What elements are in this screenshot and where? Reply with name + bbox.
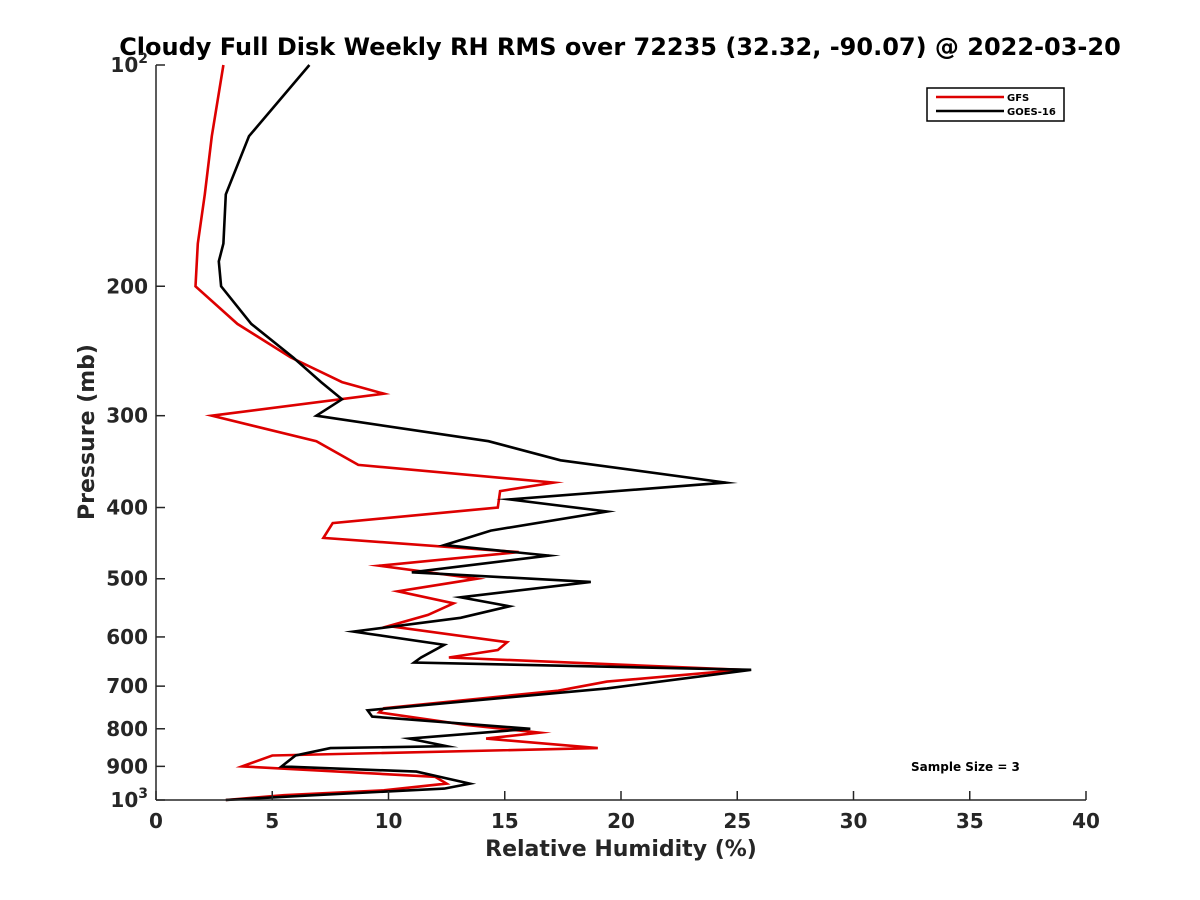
y-tick-base: 10 xyxy=(110,53,138,77)
y-tick-label: 103 xyxy=(110,786,148,812)
x-tick-label: 40 xyxy=(1072,809,1100,833)
x-axis-ticks: 0 5 10 15 20 25 30 35 40 xyxy=(149,791,1100,833)
x-axis-label: Relative Humidity (%) xyxy=(485,837,757,862)
series-line-goes16 xyxy=(217,64,752,802)
series-line-gfs xyxy=(194,64,743,802)
x-tick-label: 5 xyxy=(265,809,279,833)
y-axis-label: Pressure (mb) xyxy=(75,344,100,520)
x-tick-label: 10 xyxy=(375,809,403,833)
y-tick-label: 900 xyxy=(106,754,148,778)
y-tick-label: 102 xyxy=(110,51,148,77)
x-tick-label: 15 xyxy=(491,809,519,833)
x-tick-label: 35 xyxy=(956,809,984,833)
x-tick-label: 30 xyxy=(840,809,868,833)
x-tick-label: 0 xyxy=(149,809,163,833)
x-tick-label: 25 xyxy=(723,809,751,833)
y-tick-label: 200 xyxy=(106,274,148,298)
legend-box xyxy=(926,87,1065,122)
y-tick-exponent: 2 xyxy=(138,51,148,67)
y-tick-exponent: 3 xyxy=(138,786,148,802)
y-tick-label: 400 xyxy=(106,496,148,520)
legend-label-gfs: GFS xyxy=(1007,93,1029,104)
legend-label-goes16: GOES-16 xyxy=(1007,107,1056,118)
y-tick-label: 600 xyxy=(106,625,148,649)
y-tick-label: 700 xyxy=(106,674,148,698)
y-tick-label: 300 xyxy=(106,404,148,428)
series-layer xyxy=(194,64,752,802)
sample-size-annotation: Sample Size = 3 xyxy=(911,760,1020,774)
chart-title: Cloudy Full Disk Weekly RH RMS over 7223… xyxy=(119,33,1121,61)
legend: GFS GOES-16 xyxy=(926,87,1065,122)
y-tick-label: 500 xyxy=(106,567,148,591)
y-tick-label: 800 xyxy=(106,717,148,741)
y-tick-base: 10 xyxy=(110,788,138,812)
x-tick-label: 20 xyxy=(607,809,635,833)
